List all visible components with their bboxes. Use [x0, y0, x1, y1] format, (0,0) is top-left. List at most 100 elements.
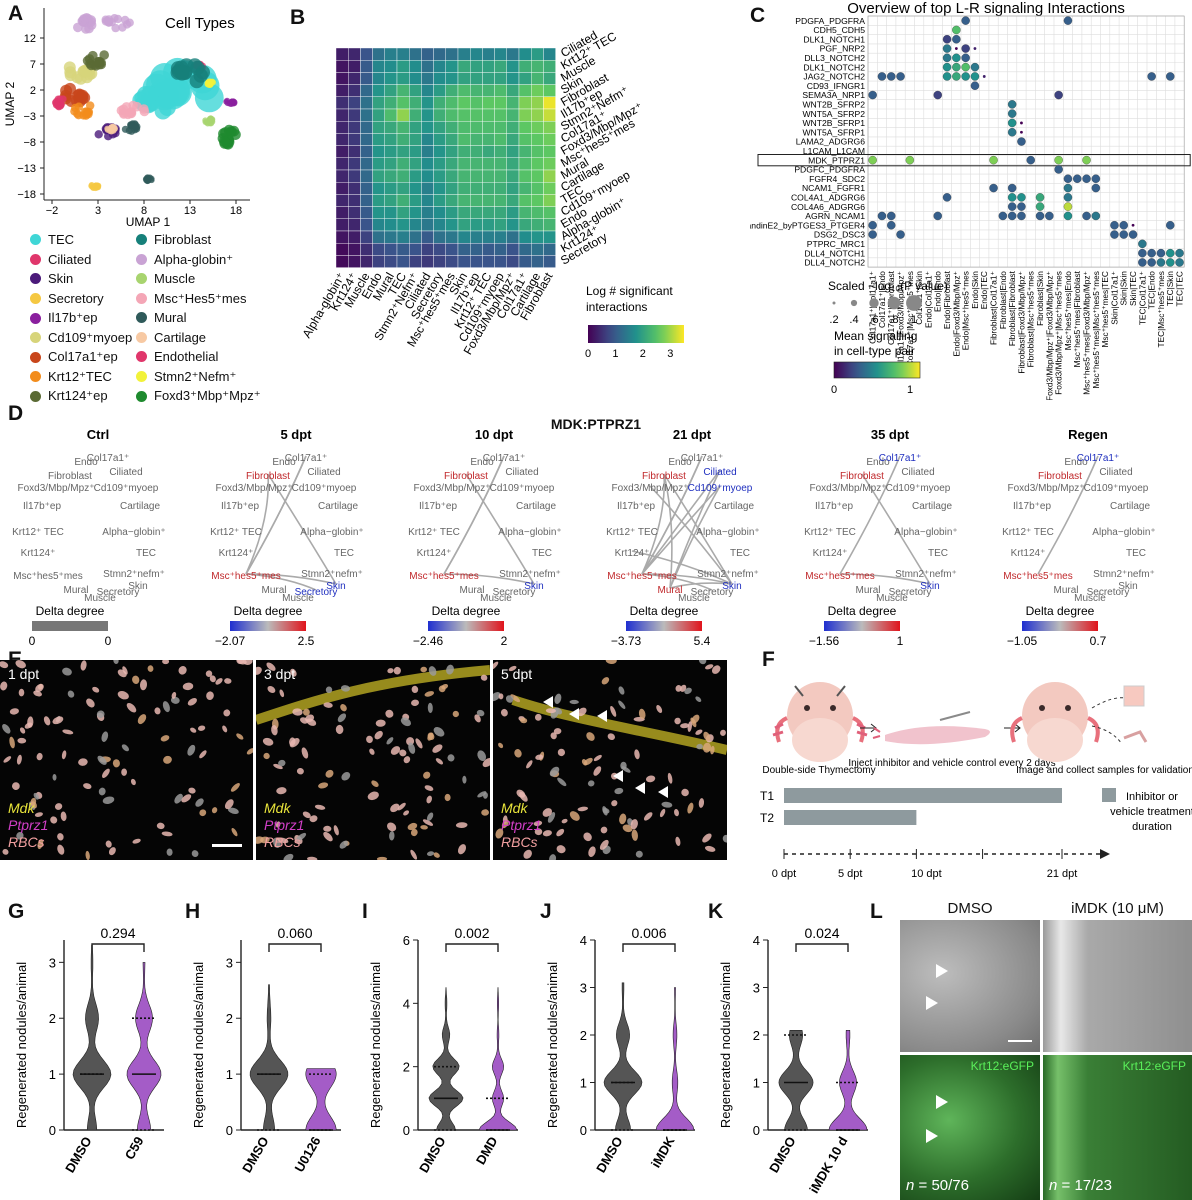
- heatmap-cell: [433, 84, 447, 97]
- dotplot-row-label: CD93_IFNGR1: [807, 81, 865, 91]
- legend-label: Krt124⁺ep: [48, 388, 108, 403]
- heatmap-cell: [396, 108, 410, 122]
- heatmap-cell: [360, 47, 373, 61]
- timeline-tick-label: 5 dpt: [838, 868, 862, 880]
- network-node-label: Il17b⁺ep: [419, 501, 458, 512]
- network-node-label: Fibroblast: [48, 471, 92, 482]
- legend-label: Krt12⁺TEC: [48, 368, 112, 384]
- legend-item: Alpha-globin⁺: [136, 252, 233, 268]
- dotplot-row-label: WNT5A_SFRP2: [802, 109, 865, 119]
- brightfield-dmso-image: [900, 920, 1040, 1052]
- heatmap-cell: [506, 242, 520, 256]
- heatmap-cell: [445, 194, 459, 207]
- heatmap-cell: [335, 96, 349, 110]
- network-edge: [465, 473, 535, 585]
- size-legend-title: Scaled −log₁₀(P value): [828, 279, 948, 293]
- violin-ytick: 1: [753, 1076, 760, 1091]
- heatmap-cell: [494, 206, 508, 220]
- heatmap-cell: [360, 206, 373, 220]
- violin-ytick: 0: [580, 1123, 587, 1138]
- heatmap-cell: [518, 181, 532, 195]
- legend-label: Msc⁺Hes5⁺mes: [154, 290, 247, 306]
- heatmap-cell: [530, 84, 544, 97]
- umap-xtick-label: 18: [230, 205, 242, 217]
- cell-type-legend: TEC Ciliated Skin Secretory Il17b⁺ep Cd109⁺my…: [30, 232, 290, 412]
- heatmap-cell: [372, 72, 385, 85]
- dotplot-row-label: WNT2B_SFRP1: [802, 118, 865, 128]
- network-node-label: Secretory: [889, 587, 932, 598]
- dotplot-col-label: Msc⁺hes5⁺mes|TEC: [1100, 271, 1110, 347]
- panel-label-g: G: [8, 900, 25, 923]
- delta-degree-bar: [428, 621, 504, 631]
- network-edge: [839, 455, 901, 575]
- dotplot-row-label: JAG2_NOTCH2: [803, 72, 865, 82]
- heatmap-cell: [360, 255, 373, 268]
- heatmap-cell: [494, 194, 508, 207]
- dotplot-dot: [1165, 258, 1175, 267]
- delta-max-label: 2.5: [298, 634, 315, 648]
- p-value: 0.294: [100, 925, 135, 941]
- dotplot-dot: [942, 44, 952, 53]
- legend-label: Mural: [154, 310, 187, 325]
- heatmap-cell: [372, 218, 385, 232]
- dotplot-dot: [1131, 223, 1135, 227]
- heatmap-cell: [518, 206, 532, 220]
- heatmap-cell: [457, 96, 471, 110]
- heatmap-cell: [433, 157, 447, 171]
- heatmap-cell: [396, 84, 410, 97]
- heatmap-cell: [408, 96, 422, 110]
- dotplot-dot: [1007, 211, 1017, 221]
- panel-label-c: C: [750, 4, 766, 27]
- dotplot-dot: [961, 62, 970, 72]
- heatmap-cell: [457, 255, 471, 268]
- dotplot-dot: [1138, 239, 1147, 249]
- heatmap-cell: [445, 108, 459, 122]
- heatmap-cell: [494, 181, 508, 195]
- legend-label: Il17b⁺ep: [48, 310, 98, 325]
- legend-item: Il17b⁺ep: [30, 310, 98, 326]
- heatmap-cell: [457, 181, 471, 195]
- violin-ytick: 6: [403, 933, 410, 948]
- network-node-label: TEC: [730, 548, 750, 559]
- network-node-label: Col17a1⁺: [681, 453, 724, 464]
- dotplot-dot: [1175, 248, 1184, 258]
- arrowhead-icon: [597, 710, 607, 722]
- size-legend-label: .4: [849, 314, 858, 326]
- dotplot-col-label: Fibroblast|Skin: [1035, 271, 1045, 326]
- network-node-label: Cd109⁺myoep: [886, 483, 951, 494]
- network-edge: [443, 573, 535, 585]
- network-node-label: Skin: [920, 581, 939, 592]
- dmso-column-title: DMSO: [947, 900, 993, 917]
- network-node-label: Stmn2⁺nefm⁺: [103, 569, 165, 580]
- dotplot-dot: [942, 193, 952, 202]
- heatmap-cell: [494, 157, 508, 171]
- heatmap-cell: [348, 157, 361, 171]
- panel-label-i: I: [362, 900, 368, 923]
- heatmap-cell: [335, 84, 349, 97]
- network-node-label: TEC: [334, 548, 354, 559]
- arrowhead-icon: [613, 770, 623, 782]
- dotplot-col-label: Msc⁺hes5⁺mes|Foxd3/Mbp/Mpz⁺: [1082, 271, 1092, 395]
- heatmap-cell: [506, 120, 520, 134]
- network-node-label: Cartilage: [318, 501, 358, 512]
- heatmap-cell: [433, 181, 447, 195]
- dotplot-row-label: AGRN_NCAM1: [805, 211, 865, 221]
- heatmap-cell: [457, 242, 471, 256]
- heatmap-cell: [421, 218, 434, 232]
- timeline-tick-label: 21 dpt: [1047, 868, 1078, 880]
- dotplot-dot: [905, 155, 915, 165]
- network-title-label: 35 dpt: [871, 427, 910, 442]
- network-node-label: Alpha−globin⁺: [696, 527, 759, 538]
- heatmap-cell: [396, 218, 410, 232]
- legend-swatch: [30, 390, 41, 402]
- network-node-label: Skin: [326, 581, 345, 592]
- network-node-label: Alpha−globin⁺: [102, 527, 165, 538]
- heatmap-cell: [494, 84, 508, 97]
- network-node-label: Fibroblast: [1038, 471, 1082, 482]
- n-symbol: n: [906, 1177, 915, 1194]
- heatmap-cell: [372, 108, 385, 122]
- heatmap-cell: [360, 72, 373, 85]
- channel-ptprz1-label: Ptprz1: [8, 817, 49, 833]
- panel-label-j: J: [540, 900, 552, 923]
- heatmap-cell: [506, 169, 520, 183]
